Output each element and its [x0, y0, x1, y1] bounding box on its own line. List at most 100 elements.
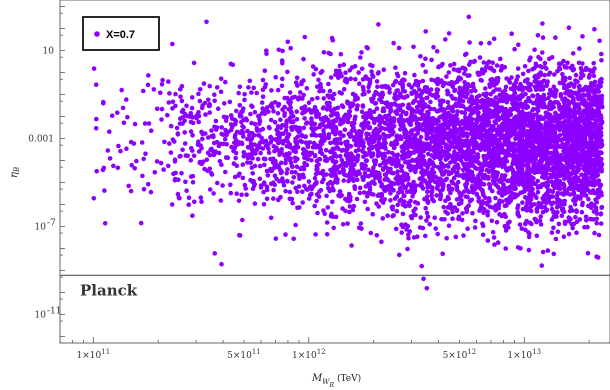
data-point — [262, 162, 267, 168]
data-point — [356, 225, 362, 231]
data-point — [399, 154, 405, 159]
data-point — [483, 156, 489, 161]
data-point — [401, 118, 407, 124]
data-point — [424, 218, 429, 223]
data-point — [504, 76, 509, 81]
data-point — [457, 121, 463, 127]
data-point — [400, 122, 406, 128]
data-point — [490, 135, 496, 140]
data-point — [249, 103, 254, 108]
data-point — [599, 192, 604, 198]
data-point — [188, 129, 194, 134]
data-point — [588, 160, 593, 165]
data-point — [280, 107, 285, 112]
data-point — [272, 173, 278, 178]
data-point — [546, 128, 552, 133]
data-point — [326, 185, 331, 191]
data-point — [282, 153, 287, 158]
data-point — [182, 130, 187, 135]
data-point — [407, 189, 412, 194]
data-point — [257, 163, 263, 169]
data-point — [477, 161, 483, 166]
data-point — [550, 123, 556, 129]
data-point — [560, 171, 565, 176]
data-point — [475, 70, 481, 76]
data-point — [468, 89, 474, 94]
data-points — [91, 14, 605, 291]
data-point — [209, 146, 214, 152]
data-point — [495, 163, 501, 168]
data-point — [399, 82, 405, 87]
data-point — [285, 167, 290, 172]
data-point — [260, 106, 265, 111]
data-point — [598, 221, 604, 226]
data-point — [580, 34, 585, 39]
data-point — [379, 182, 385, 187]
data-point — [555, 229, 561, 234]
data-point — [441, 204, 447, 210]
data-point — [402, 70, 408, 76]
data-point — [305, 144, 311, 150]
data-point — [515, 105, 521, 111]
data-point — [561, 234, 567, 239]
data-point — [592, 27, 597, 32]
data-point — [94, 168, 99, 174]
data-point — [255, 133, 261, 138]
data-point — [183, 179, 188, 185]
data-point — [255, 156, 261, 162]
data-point — [337, 63, 343, 69]
data-point — [190, 173, 196, 179]
data-point — [448, 201, 453, 207]
data-point — [309, 191, 314, 197]
data-point — [551, 130, 557, 136]
data-point — [408, 163, 413, 169]
data-point — [578, 75, 584, 81]
data-point — [119, 87, 124, 93]
data-point — [324, 232, 330, 237]
data-point — [469, 185, 475, 190]
data-point — [283, 128, 289, 133]
data-point — [300, 172, 306, 178]
data-point — [324, 193, 329, 199]
data-point — [467, 156, 473, 162]
data-point — [580, 200, 585, 206]
data-point — [484, 123, 490, 128]
data-point — [339, 91, 345, 96]
data-point — [348, 144, 354, 149]
data-point — [496, 124, 502, 130]
data-point — [485, 96, 491, 102]
data-point — [470, 109, 475, 115]
data-point — [248, 141, 254, 147]
data-point — [434, 49, 440, 54]
data-point — [496, 145, 501, 151]
data-point — [443, 198, 448, 204]
data-point — [407, 143, 412, 148]
data-point — [539, 137, 545, 142]
data-point — [522, 195, 528, 200]
data-point — [551, 225, 556, 231]
data-point — [280, 122, 285, 128]
data-point — [598, 119, 604, 124]
data-point — [429, 57, 434, 63]
data-point — [371, 116, 376, 122]
data-point — [504, 113, 510, 118]
data-point — [198, 143, 203, 148]
data-point — [309, 157, 314, 163]
data-point — [312, 175, 318, 181]
data-point — [301, 125, 307, 131]
data-point — [339, 148, 345, 153]
data-point — [598, 83, 603, 89]
data-point — [470, 122, 476, 127]
data-point — [435, 231, 441, 237]
data-point — [359, 121, 365, 127]
data-point — [592, 166, 598, 171]
data-point — [450, 216, 455, 221]
data-point — [478, 41, 484, 46]
data-point — [446, 31, 452, 36]
data-point — [125, 114, 130, 120]
data-point — [239, 141, 245, 147]
data-point — [593, 111, 598, 116]
data-point — [460, 167, 466, 173]
data-point — [168, 123, 174, 129]
data-point — [414, 104, 420, 110]
